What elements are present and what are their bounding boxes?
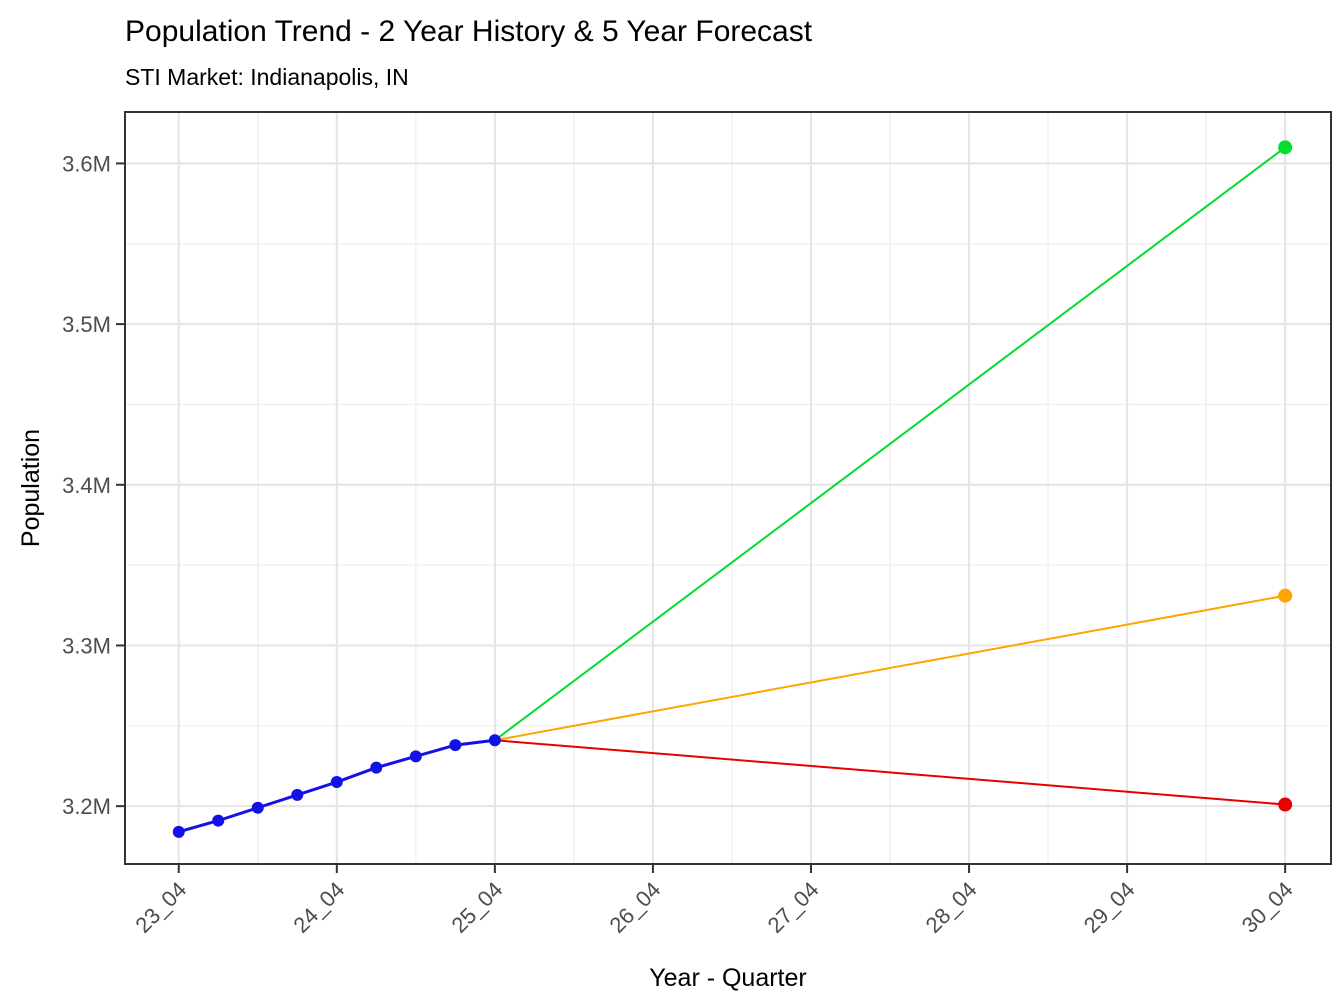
data-point-forecast-low [1278, 797, 1293, 812]
chart-title: Population Trend - 2 Year History & 5 Ye… [125, 15, 813, 48]
series-line-forecast-low [493, 739, 1287, 806]
data-point-history [449, 739, 462, 752]
data-point-history [212, 814, 225, 827]
series-line-forecast-high [493, 146, 1287, 742]
data-point-history [291, 788, 304, 801]
x-tick-label: 23_04 [130, 877, 191, 938]
y-axis-title: Population [17, 429, 45, 547]
x-axis-title: Year - Quarter [649, 964, 806, 992]
y-tick-label: 3.4M [62, 473, 111, 498]
x-tick-label: 26_04 [605, 877, 666, 938]
data-point-history [370, 761, 383, 774]
data-point-history [488, 734, 501, 747]
data-point-forecast-base [1278, 588, 1293, 603]
data-point-history [172, 825, 185, 838]
panel-border [124, 111, 1332, 865]
y-tick-label: 3.5M [62, 312, 111, 337]
x-tick-label: 28_04 [921, 877, 982, 938]
data-point-forecast-high [1278, 140, 1293, 155]
x-tick-label: 25_04 [446, 877, 507, 938]
x-tick-label: 30_04 [1237, 877, 1298, 938]
series-line-forecast-base [493, 594, 1287, 742]
data-point-history [251, 801, 264, 814]
x-tick-label: 29_04 [1079, 877, 1140, 938]
y-tick-label: 3.6M [62, 151, 111, 176]
data-point-history [409, 750, 422, 763]
x-tick-label: 24_04 [288, 877, 349, 938]
data-point-history [330, 776, 343, 789]
x-tick-label: 27_04 [763, 877, 824, 938]
plot-panel: 23_04 24_04 25_04 26_04 27_04 28_04 29_04 30_04… [62, 111, 1332, 938]
chart-subtitle: STI Market: Indianapolis, IN [125, 64, 409, 90]
y-tick-label: 3.3M [62, 633, 111, 658]
y-tick-label: 3.2M [62, 794, 111, 819]
